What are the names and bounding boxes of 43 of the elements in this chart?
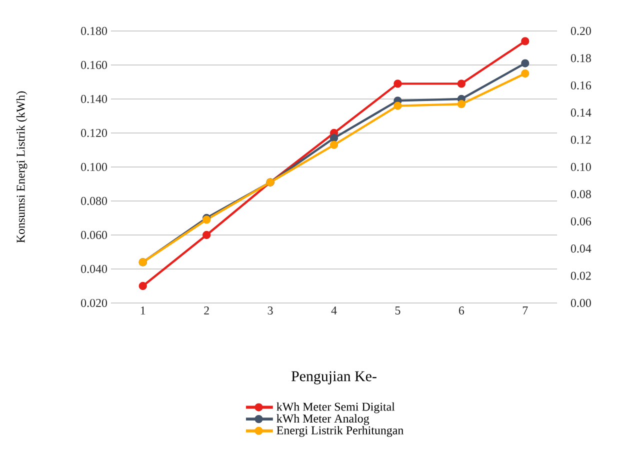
y2-tick-label: 0.06 xyxy=(570,217,592,226)
y2-tick-label: 0.14 xyxy=(570,108,592,117)
y2-tick-label: 0.16 xyxy=(570,81,592,90)
point xyxy=(457,100,466,108)
x-tick-label: 2 xyxy=(204,306,209,314)
x-tick-label: 4 xyxy=(331,306,337,314)
y2-tick-label: 0.00 xyxy=(570,298,591,308)
x-tick-label: 7 xyxy=(522,306,528,314)
y2-tick-label: 0.04 xyxy=(570,244,592,253)
y-tick-label: 0.120 xyxy=(81,128,108,138)
legend-label: kWh Meter Semi Digital xyxy=(276,402,395,414)
point xyxy=(521,59,530,68)
legend-label: Energi Listrik Perhitungan xyxy=(276,426,404,437)
point xyxy=(202,230,211,240)
point xyxy=(394,80,402,88)
y-tick-label: 0.140 xyxy=(81,94,108,104)
y2-tick-label: 0.12 xyxy=(570,136,591,144)
point xyxy=(330,134,338,142)
y-tick-label: 0.040 xyxy=(81,264,108,274)
x-tick-label: 1 xyxy=(140,306,146,314)
y2-tick-label: 0.18 xyxy=(570,54,591,62)
y-tick-label: 0.100 xyxy=(81,162,108,172)
y-tick-label: 0.060 xyxy=(81,230,108,240)
x-tick-label: 3 xyxy=(268,306,273,315)
point xyxy=(457,80,466,88)
x-axis-title: Pengujian Ke- xyxy=(291,371,376,384)
y2-tick-label: 0.08 xyxy=(570,190,591,198)
y-tick-label: 0.020 xyxy=(81,298,108,308)
y-axis-title: Konsumsi Energi Listrik (kWh) xyxy=(16,91,28,243)
point xyxy=(521,69,530,78)
y-tick-label: 0.180 xyxy=(81,26,108,36)
y2-tick-label: 0.20 xyxy=(570,26,591,36)
legend-label: kWh Meter Analog xyxy=(276,414,370,426)
y2-tick-label: 0.02 xyxy=(570,272,591,280)
point xyxy=(394,102,402,110)
point xyxy=(330,140,338,149)
x-tick-label: 5 xyxy=(395,306,400,314)
x-tick-label: 6 xyxy=(458,306,464,315)
y2-tick-label: 0.10 xyxy=(570,162,591,172)
point xyxy=(138,282,147,290)
y-tick-label: 0.080 xyxy=(81,196,108,206)
y-tick-label: 0.160 xyxy=(81,60,108,70)
point xyxy=(521,37,530,46)
